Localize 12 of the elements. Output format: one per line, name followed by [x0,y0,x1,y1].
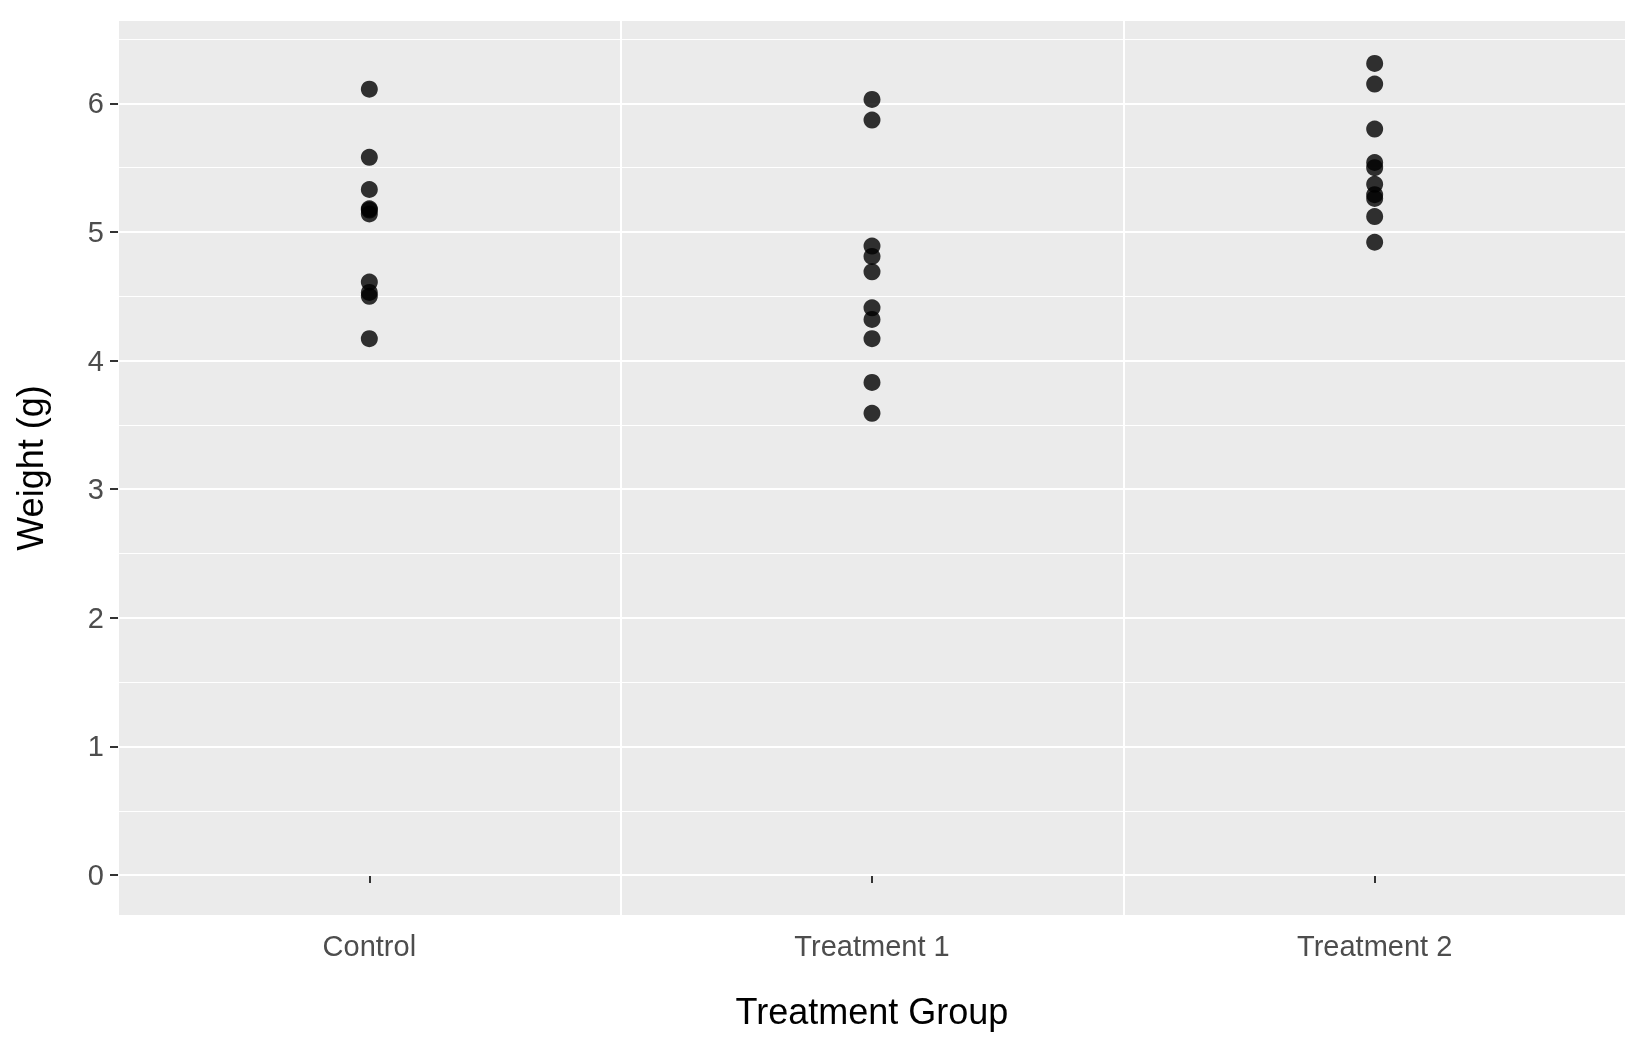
y-tick-label: 5 [87,215,104,248]
y-tick-label: 0 [87,859,104,892]
x-tick-label: Treatment 2 [1297,929,1453,962]
x-axis-title: Treatment Group [735,990,1009,1032]
x-tick-label: Control [322,929,417,962]
y-tick-label: 4 [87,344,104,377]
y-axis-title: Weight (g) [9,385,51,551]
x-tick-label: Treatment 1 [794,929,950,962]
y-tick-label: 3 [87,473,104,506]
y-tick-label: 2 [87,601,104,634]
y-tick-label: 1 [87,730,104,763]
y-tick-label: 6 [87,87,104,120]
